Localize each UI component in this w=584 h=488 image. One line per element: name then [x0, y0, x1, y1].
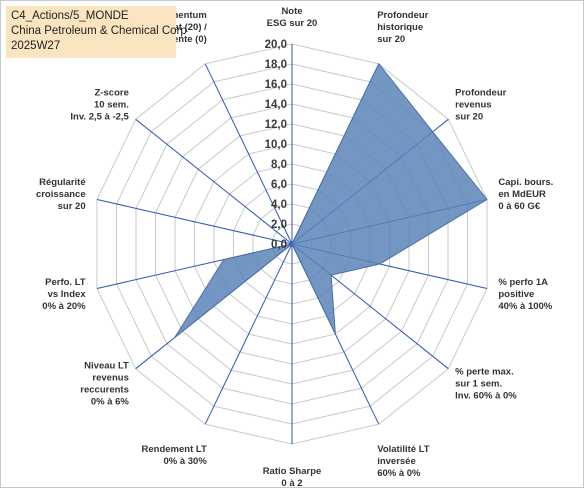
- series-area-0: [174, 62, 488, 338]
- axis-label: Note ESG sur 20: [267, 6, 318, 29]
- tick-label: 14,0: [265, 99, 287, 111]
- tick-label: 2,0: [271, 219, 287, 231]
- axis-label: Niveau LT revenus reccurents 0% à 6%: [80, 361, 129, 408]
- spoke-13: [204, 63, 293, 245]
- series-layer: [174, 62, 488, 338]
- axis-labels: Note ESG sur 20 Profondeur historique sur 20…: [36, 6, 553, 487]
- axis-label: Rendement LT 0% à 30%: [142, 444, 208, 467]
- axis-label: Perfo. LT vs Index 0% à 20%: [42, 277, 86, 312]
- axis-label: Volatilité LT inversée 60% à 0%: [377, 444, 430, 479]
- axis-label: Z-score 10 sem. Inv. 2,5 à -2,5: [70, 87, 129, 122]
- tick-label: 10,0: [265, 139, 287, 151]
- axis-label: Momentum Achat (20) / Vente (0): [156, 10, 208, 45]
- axis-label: % perte max. sur 1 sem. Inv. 60% à 0%: [455, 367, 517, 402]
- title-line-1: C4_Actions/5_MONDE: [11, 10, 129, 22]
- spoke-12: [135, 118, 293, 245]
- chart-title: C4_Actions/5_MONDE China Petroleum & Che…: [6, 6, 187, 58]
- tick-label: 8,0: [271, 159, 287, 171]
- axis-label: Profondeur historique sur 20: [377, 10, 428, 45]
- tick-label: 4,0: [271, 199, 287, 211]
- title-line-2: China Petroleum & Chemical Corp: [11, 25, 187, 37]
- tick-label: 16,0: [265, 79, 287, 91]
- title-line-3: 2025W27: [11, 40, 61, 52]
- spoke-8: [204, 243, 293, 425]
- tick-label: 0,0: [271, 239, 287, 251]
- axis-label: % perfo 1A positive 40% à 100%: [498, 277, 552, 312]
- spoke-11: [96, 199, 293, 245]
- tick-labels: 0,0 2,0 4,0 6,0 8,0 10,0 12,0 14,0 16,0 18,0 20,0: [265, 39, 287, 251]
- tick-label: 6,0: [271, 179, 287, 191]
- axis-label: Régularité croissance sur 20: [36, 177, 86, 212]
- tick-label: 12,0: [265, 119, 287, 131]
- axis-label: Capi. bours. en MdEUR 0 à 60 G€: [498, 177, 553, 212]
- axis-label: Profondeur revenus sur 20: [455, 87, 506, 122]
- axis-label: Ratio Sharpe 0 à 2: [263, 466, 322, 487]
- tick-label: 20,0: [265, 39, 287, 51]
- tick-label: 18,0: [265, 59, 287, 71]
